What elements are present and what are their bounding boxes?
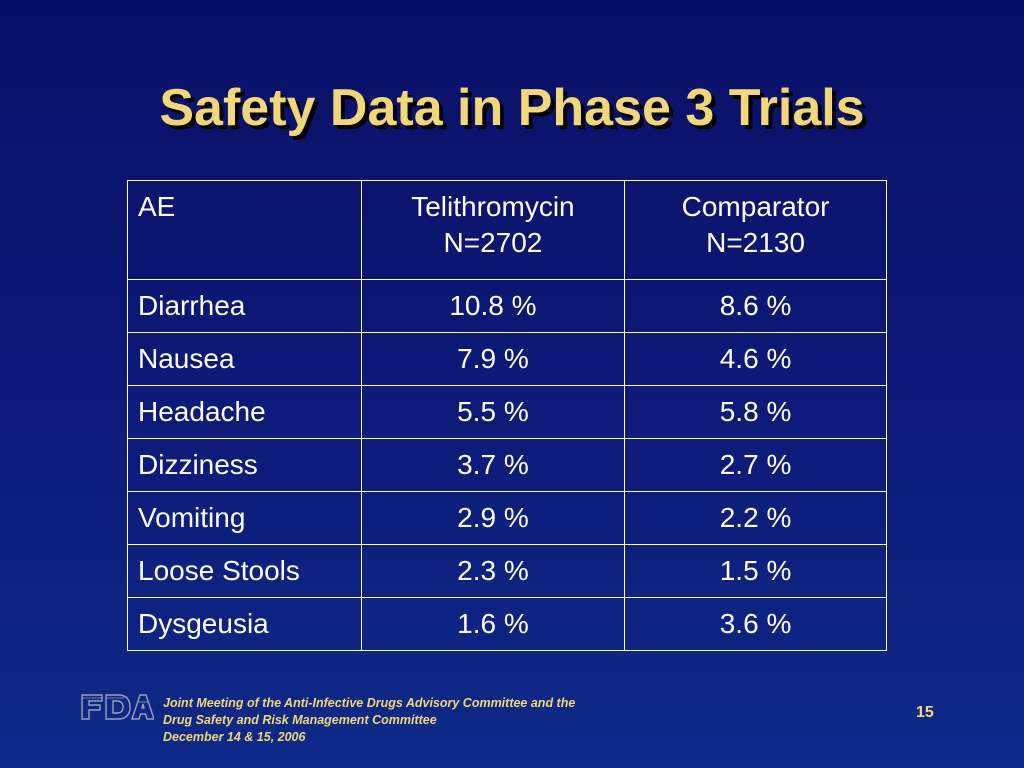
header-telithromycin: Telithromycin N=2702 xyxy=(360,180,626,280)
table-row: Diarrhea 10.8 % 8.6 % xyxy=(127,279,887,333)
comparator-value: 5.8 % xyxy=(624,385,887,439)
comparator-value: 2.7 % xyxy=(624,438,887,492)
ae-name: Diarrhea xyxy=(127,279,362,333)
ae-name: Nausea xyxy=(127,332,362,386)
comparator-value: 3.6 % xyxy=(624,597,887,651)
footer-meeting-info: Joint Meeting of the Anti-Infective Drug… xyxy=(163,695,575,746)
comparator-value: 4.6 % xyxy=(624,332,887,386)
page-number: 15 xyxy=(916,704,934,721)
table-row: Dizziness 3.7 % 2.7 % xyxy=(127,438,887,492)
ae-name: Loose Stools xyxy=(127,544,362,598)
telithromycin-value: 1.6 % xyxy=(360,597,626,651)
header-comparator-label: Comparator xyxy=(681,191,830,222)
table-row: Dysgeusia 1.6 % 3.6 % xyxy=(127,597,887,651)
comparator-value: 1.5 % xyxy=(624,544,887,598)
table-row: Headache 5.5 % 5.8 % xyxy=(127,385,887,439)
footer-line: December 14 & 15, 2006 xyxy=(163,730,306,744)
header-telithromycin-label: Telithromycin xyxy=(411,191,575,222)
header-telithromycin-n: N=2702 xyxy=(443,227,543,259)
comparator-value: 2.2 % xyxy=(624,491,887,545)
header-comparator-n: N=2130 xyxy=(706,227,805,259)
slide-title: Safety Data in Phase 3 Trials xyxy=(159,79,865,137)
table-header-row: AE Telithromycin N=2702 Comparator N=213… xyxy=(127,180,887,280)
telithromycin-value: 7.9 % xyxy=(360,332,626,386)
ae-name: Vomiting xyxy=(127,491,362,545)
fda-logo xyxy=(81,694,154,720)
footer-line: Joint Meeting of the Anti-Infective Drug… xyxy=(163,696,576,710)
table-row: Loose Stools 2.3 % 1.5 % xyxy=(127,544,887,598)
safety-data-table: AE Telithromycin N=2702 Comparator N=213… xyxy=(127,180,887,651)
header-comparator: Comparator N=2130 xyxy=(624,180,887,280)
table-row: Vomiting 2.9 % 2.2 % xyxy=(127,491,887,545)
table-row: Nausea 7.9 % 4.6 % xyxy=(127,332,887,386)
telithromycin-value: 2.3 % xyxy=(360,544,626,598)
telithromycin-value: 5.5 % xyxy=(360,385,626,439)
comparator-value: 8.6 % xyxy=(624,279,887,333)
footer-line: Drug Safety and Risk Management Committe… xyxy=(163,713,437,727)
ae-name: Dysgeusia xyxy=(127,597,362,651)
telithromycin-value: 2.9 % xyxy=(360,491,626,545)
ae-name: Headache xyxy=(127,385,362,439)
telithromycin-value: 3.7 % xyxy=(360,438,626,492)
header-ae: AE xyxy=(127,180,362,280)
header-ae-label: AE xyxy=(138,191,176,222)
telithromycin-value: 10.8 % xyxy=(360,279,626,333)
ae-name: Dizziness xyxy=(127,438,362,492)
